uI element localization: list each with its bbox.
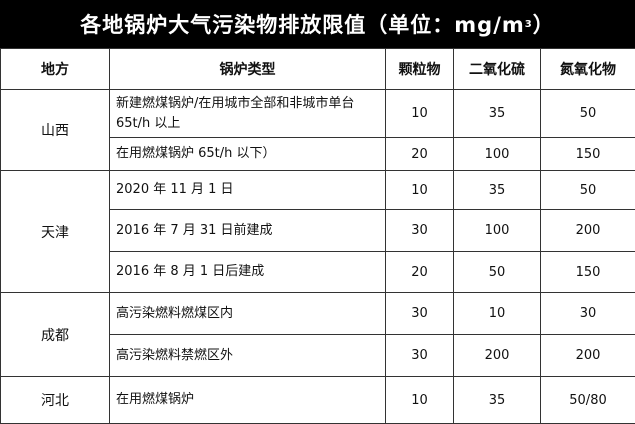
table-row: 成都 高污染燃料燃煤区内 30 10 30: [0, 292, 635, 377]
table-row: 在用燃煤锅炉 65t/h 以下） 20 100 150: [1, 137, 635, 171]
table-row: 天津 2020 年 11 月 1 日 10 35 50: [0, 170, 635, 293]
table-row: 山西 新建燃煤锅炉/在用城市全部和非城市单台 65t/h 以上 10 35 50: [0, 89, 635, 171]
header-region: 地方: [0, 48, 110, 90]
pm-cell: 30: [385, 209, 454, 252]
pm-cell: 10: [385, 376, 454, 424]
header-row: 地方 锅炉类型 颗粒物 二氧化硫 氮氧化物: [0, 48, 635, 90]
boiler-type-cell: 2020 年 11 月 1 日: [109, 170, 386, 210]
region-cell: 天津: [0, 170, 110, 293]
nox-cell: 200: [540, 209, 635, 252]
region-cell: 河北: [0, 376, 110, 424]
title-superscript: 3: [524, 18, 533, 30]
so2-cell: 35: [453, 170, 541, 210]
so2-cell: 35: [453, 89, 541, 138]
boiler-type-cell: 在用燃煤锅炉: [109, 376, 386, 424]
table-row: 高污染燃料禁燃区外 30 200 200: [1, 334, 635, 377]
pm-cell: 20: [385, 137, 454, 171]
so2-cell: 100: [453, 137, 541, 171]
pm-cell: 10: [385, 170, 454, 210]
boiler-type-cell: 在用燃煤锅炉 65t/h 以下）: [109, 137, 386, 171]
so2-cell: 35: [453, 376, 541, 424]
table-title: 各地锅炉大气污染物排放限值（单位：mg/m 3）: [0, 0, 635, 48]
region-cell: 成都: [0, 292, 110, 377]
table-row: 2016 年 7 月 31 日前建成 30 100 200: [1, 209, 635, 252]
header-nox: 氮氧化物: [540, 48, 635, 90]
header-so2: 二氧化硫: [453, 48, 541, 90]
pm-cell: 10: [385, 89, 454, 138]
region-cell: 山西: [0, 89, 110, 171]
title-end: ）: [532, 13, 555, 37]
so2-cell: 100: [453, 209, 541, 252]
so2-cell: 50: [453, 251, 541, 293]
so2-cell: 200: [453, 334, 541, 377]
header-pm: 颗粒物: [385, 48, 454, 90]
header-boiler-type: 锅炉类型: [109, 48, 386, 90]
boiler-type-cell: 2016 年 8 月 1 日后建成: [109, 251, 386, 293]
emission-limits-table: 地方 锅炉类型 颗粒物 二氧化硫 氮氧化物 山西 新建燃煤锅炉/在用城市全部和非城…: [0, 48, 635, 424]
nox-cell: 150: [540, 251, 635, 293]
nox-cell: 50: [540, 170, 635, 210]
nox-cell: 30: [540, 292, 635, 335]
title-text: 各地锅炉大气污染物排放限值（单位：mg/m: [80, 13, 525, 37]
nox-cell: 200: [540, 334, 635, 377]
nox-cell: 150: [540, 137, 635, 171]
nox-cell: 50: [540, 89, 635, 138]
boiler-type-cell: 高污染燃料禁燃区外: [109, 334, 386, 377]
boiler-type-cell: 高污染燃料燃煤区内: [109, 292, 386, 335]
nox-cell: 50/80: [540, 376, 635, 424]
pm-cell: 20: [385, 251, 454, 293]
boiler-type-cell: 新建燃煤锅炉/在用城市全部和非城市单台 65t/h 以上: [109, 89, 386, 138]
table-row: 2016 年 8 月 1 日后建成 20 50 150: [1, 251, 635, 293]
so2-cell: 10: [453, 292, 541, 335]
table-row: 河北 在用燃煤锅炉 10 35 50/80: [0, 376, 635, 424]
pm-cell: 30: [385, 334, 454, 377]
boiler-type-cell: 2016 年 7 月 31 日前建成: [109, 209, 386, 252]
pm-cell: 30: [385, 292, 454, 335]
